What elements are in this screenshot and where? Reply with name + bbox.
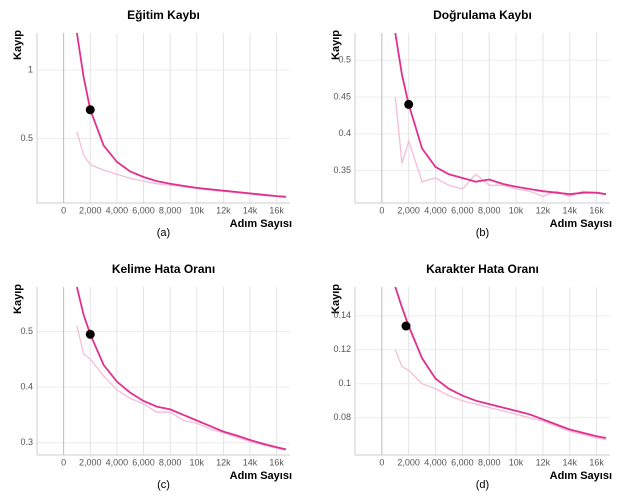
series-line (76, 325, 287, 451)
y-tick-label: 0.5 (20, 326, 33, 336)
x-tick-label: 16k (269, 205, 284, 215)
x-tick-label: 4,000 (424, 457, 447, 467)
highlight-point (85, 329, 95, 339)
series-line (394, 349, 607, 441)
x-axis-label: Adım Sayısı (550, 470, 612, 482)
y-tick-label: 0.35 (333, 165, 351, 175)
y-tick-label: 0.08 (333, 412, 351, 422)
y-tick-label: 0.12 (333, 344, 351, 354)
highlight-point (404, 99, 414, 109)
x-tick-label: 2,000 (397, 457, 420, 467)
y-tick-label: 0.14 (333, 310, 351, 320)
x-tick-label: 12k (536, 205, 551, 215)
y-tick-label: 0.4 (338, 128, 351, 138)
x-tick-label: 2,000 (397, 205, 420, 215)
y-tick-label: 0.5 (338, 55, 351, 65)
x-tick-label: 8,000 (159, 457, 182, 467)
chart-title: Kelime Hata Oranı (112, 262, 215, 276)
x-tick-label: 12k (536, 457, 551, 467)
y-tick-label: 0.1 (338, 378, 351, 388)
y-axis-label: Kayıp (330, 30, 342, 60)
chart-title: Doğrulama Kaybı (433, 8, 532, 22)
chart-title: Karakter Hata Oranı (426, 262, 539, 276)
y-axis-label: Kayıp (12, 284, 24, 314)
x-tick-label: 0 (61, 457, 66, 467)
x-axis-label: Adım Sayısı (550, 218, 612, 230)
x-tick-label: 4,000 (424, 205, 447, 215)
x-tick-label: 2,000 (79, 457, 102, 467)
caption: (a) (157, 227, 170, 239)
chart-title: Eğitim Kaybı (127, 8, 200, 22)
series-line (76, 131, 287, 198)
series-line (394, 32, 607, 196)
x-tick-label: 16k (589, 457, 604, 467)
series-line (76, 286, 287, 451)
x-tick-label: 14k (562, 457, 577, 467)
x-tick-label: 2,000 (79, 205, 102, 215)
x-tick-label: 14k (243, 457, 258, 467)
caption: (d) (476, 479, 489, 491)
x-tick-label: 4,000 (106, 205, 129, 215)
x-tick-label: 6,000 (451, 457, 474, 467)
x-tick-label: 10k (190, 457, 205, 467)
y-tick-label: 0.5 (20, 133, 33, 143)
highlight-point (85, 105, 95, 115)
highlight-point (401, 321, 411, 331)
x-tick-label: 8,000 (478, 457, 501, 467)
x-tick-label: 8,000 (159, 205, 182, 215)
x-tick-label: 6,000 (132, 205, 155, 215)
x-tick-label: 6,000 (132, 457, 155, 467)
x-tick-label: 16k (589, 205, 604, 215)
x-tick-label: 14k (562, 205, 577, 215)
x-tick-label: 10k (509, 457, 524, 467)
x-tick-label: 14k (243, 205, 258, 215)
x-tick-label: 12k (216, 457, 231, 467)
x-tick-label: 10k (190, 205, 205, 215)
x-tick-label: 0 (61, 205, 66, 215)
x-tick-label: 4,000 (106, 457, 129, 467)
series-line (76, 32, 287, 198)
caption: (c) (157, 479, 170, 491)
y-axis-label: Kayıp (330, 284, 342, 314)
y-tick-label: 1 (28, 64, 33, 74)
x-tick-label: 8,000 (478, 205, 501, 215)
x-tick-label: 0 (379, 205, 384, 215)
series-line (394, 96, 607, 198)
y-tick-label: 0.4 (20, 382, 33, 392)
y-tick-label: 0.45 (333, 91, 351, 101)
x-tick-label: 10k (509, 205, 524, 215)
x-tick-label: 12k (216, 205, 231, 215)
y-tick-label: 0.3 (20, 437, 33, 447)
x-axis-label: Adım Sayısı (230, 470, 292, 482)
x-axis-label: Adım Sayısı (230, 218, 292, 230)
y-axis-label: Kayıp (12, 30, 24, 60)
series-line (394, 286, 607, 439)
caption: (b) (476, 227, 489, 239)
x-tick-label: 0 (379, 457, 384, 467)
x-tick-label: 6,000 (451, 205, 474, 215)
x-tick-label: 16k (269, 457, 284, 467)
